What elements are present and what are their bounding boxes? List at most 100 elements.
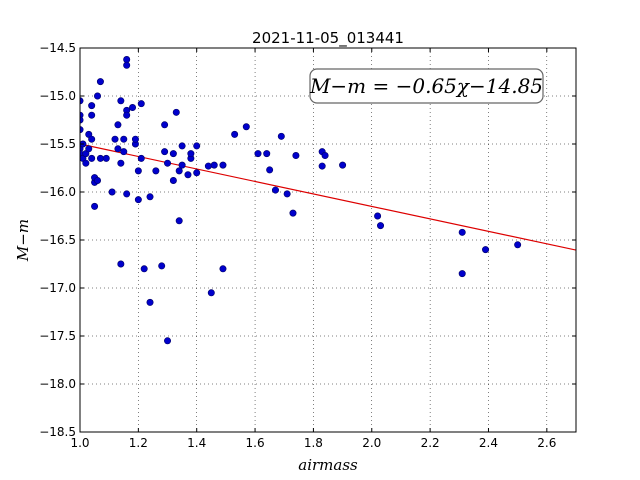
x-tick-label: 2.6	[537, 436, 556, 450]
data-point	[120, 135, 128, 143]
data-point	[193, 169, 201, 177]
data-point	[117, 97, 125, 105]
data-point	[207, 289, 215, 297]
data-point	[120, 148, 128, 156]
fit-line-group	[80, 143, 576, 251]
y-tick-label: −17.0	[39, 281, 76, 295]
data-point	[117, 260, 125, 268]
data-point	[204, 162, 212, 170]
data-point	[374, 212, 382, 220]
x-tick-label: 2.2	[421, 436, 440, 450]
y-tick-label: −18.5	[39, 425, 76, 439]
x-tick-label: 1.6	[246, 436, 265, 450]
data-point	[169, 176, 177, 184]
data-point	[175, 217, 183, 225]
data-point	[88, 154, 96, 162]
data-point	[152, 167, 160, 175]
data-point	[82, 159, 90, 167]
data-point	[111, 135, 119, 143]
data-point	[169, 150, 177, 158]
data-point	[219, 161, 227, 169]
data-point	[131, 135, 139, 143]
data-point	[134, 196, 142, 204]
grid-lines	[80, 48, 576, 432]
data-point	[158, 262, 166, 270]
data-point	[88, 111, 96, 119]
data-point	[161, 121, 169, 129]
data-point	[175, 167, 183, 175]
x-tick-label: 1.0	[70, 436, 89, 450]
x-tick-label: 2.4	[479, 436, 498, 450]
y-axis-label: M−m	[14, 219, 32, 262]
data-point	[458, 270, 466, 278]
data-point	[458, 228, 466, 236]
data-point	[242, 123, 250, 131]
data-point	[219, 265, 227, 273]
data-point	[271, 186, 279, 194]
data-point	[193, 142, 201, 150]
annotation-box	[309, 68, 544, 104]
x-tick-label: 2.0	[362, 436, 381, 450]
data-point	[123, 56, 131, 64]
data-point	[137, 154, 145, 162]
data-point	[178, 142, 186, 150]
data-point	[377, 222, 385, 230]
data-point	[108, 188, 116, 196]
x-axis-label: airmass	[298, 456, 358, 474]
data-point	[339, 161, 347, 169]
chart-title: 2021-11-05_013441	[252, 29, 404, 48]
data-point	[123, 190, 131, 198]
data-point	[292, 152, 300, 160]
data-point	[117, 159, 125, 167]
y-tick-label: −14.5	[39, 41, 76, 55]
data-point	[96, 78, 104, 86]
fit-line	[80, 143, 576, 251]
y-tick-label: −15.5	[39, 137, 76, 151]
data-point	[88, 102, 96, 110]
data-point	[184, 171, 192, 179]
data-point	[94, 176, 102, 184]
data-point	[161, 148, 169, 156]
fit-annotation: M−m = −0.65χ−14.85	[309, 68, 544, 104]
data-point	[263, 150, 271, 158]
data-point	[164, 337, 172, 345]
data-point	[123, 61, 131, 69]
y-tick-label: −17.5	[39, 329, 76, 343]
data-points	[80, 56, 522, 345]
data-point	[134, 167, 142, 175]
data-point	[146, 193, 154, 201]
x-tick-label: 1.4	[187, 436, 206, 450]
y-tick-label: −16.0	[39, 185, 76, 199]
data-point	[187, 150, 195, 158]
data-point	[482, 246, 490, 254]
y-tick-label: −18.0	[39, 377, 76, 391]
data-point	[172, 108, 180, 116]
data-point	[85, 145, 93, 153]
data-point	[140, 265, 148, 273]
data-point	[178, 161, 186, 169]
x-tick-label: 1.8	[304, 436, 323, 450]
data-point	[114, 121, 122, 129]
data-point	[123, 111, 131, 119]
annotation-text: M−m = −0.65χ−14.85	[309, 74, 543, 98]
data-point	[514, 241, 522, 249]
data-point	[164, 159, 172, 167]
data-point	[94, 92, 102, 100]
data-point	[210, 161, 218, 169]
data-point	[321, 152, 329, 160]
y-tick-label: −16.5	[39, 233, 76, 247]
data-point	[283, 190, 291, 198]
data-point	[277, 132, 285, 140]
data-point	[318, 162, 326, 170]
data-point	[137, 100, 145, 108]
data-point	[146, 298, 154, 306]
y-tick-label: −15.0	[39, 89, 76, 103]
x-axis-ticks: 1.0 1.2 1.4 1.6 1.8 2.0 2.2 2.4 2.6	[70, 48, 556, 450]
data-point	[91, 202, 99, 210]
data-point	[231, 130, 239, 138]
data-point	[88, 135, 96, 143]
data-point	[129, 104, 137, 112]
data-point	[289, 209, 297, 217]
data-point	[254, 150, 262, 158]
